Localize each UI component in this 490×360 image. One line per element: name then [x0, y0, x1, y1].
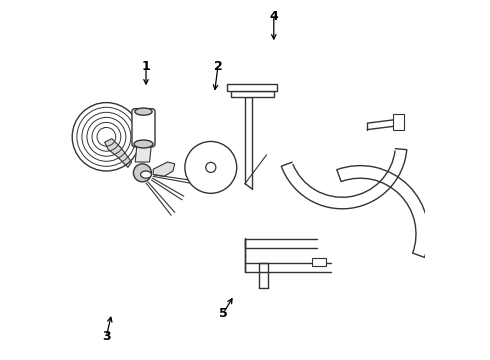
Ellipse shape [135, 108, 152, 115]
Text: 4: 4 [270, 10, 278, 23]
Circle shape [206, 162, 216, 172]
Circle shape [185, 141, 237, 193]
Bar [227, 84, 277, 91]
Circle shape [133, 164, 151, 182]
Polygon shape [153, 162, 175, 176]
Ellipse shape [141, 171, 151, 178]
Bar [312, 258, 326, 266]
Ellipse shape [134, 140, 153, 148]
Text: 5: 5 [219, 307, 228, 320]
Polygon shape [104, 139, 132, 167]
Text: 2: 2 [214, 60, 222, 73]
Bar [231, 91, 274, 97]
Text: 3: 3 [102, 330, 111, 343]
Bar [393, 114, 404, 130]
Text: 1: 1 [142, 60, 150, 73]
FancyBboxPatch shape [132, 109, 155, 147]
Polygon shape [135, 133, 151, 162]
